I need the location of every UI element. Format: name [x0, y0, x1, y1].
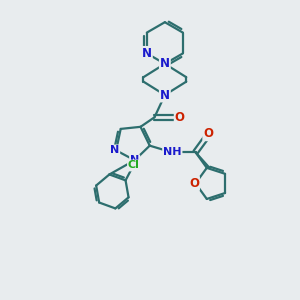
Text: NH: NH	[163, 147, 182, 157]
Text: O: O	[203, 127, 213, 140]
Text: N: N	[160, 57, 170, 70]
Text: N: N	[142, 47, 152, 60]
Text: N: N	[130, 155, 139, 165]
Text: O: O	[189, 177, 199, 190]
Text: N: N	[160, 88, 170, 101]
Text: N: N	[110, 146, 119, 155]
Text: Cl: Cl	[128, 160, 140, 170]
Text: O: O	[175, 111, 185, 124]
